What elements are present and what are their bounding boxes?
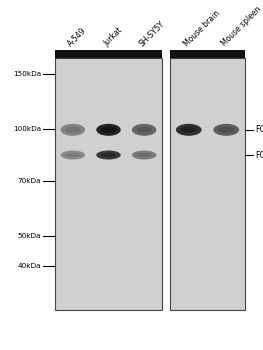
- Bar: [55, 58, 162, 310]
- Ellipse shape: [132, 124, 156, 136]
- Ellipse shape: [132, 150, 156, 160]
- Ellipse shape: [96, 150, 121, 160]
- Ellipse shape: [136, 127, 152, 133]
- Bar: [170, 50, 245, 58]
- Ellipse shape: [96, 124, 121, 136]
- Text: 70kDa: 70kDa: [18, 178, 41, 184]
- Ellipse shape: [176, 124, 202, 136]
- Text: A-549: A-549: [67, 26, 89, 48]
- Ellipse shape: [218, 127, 234, 133]
- Ellipse shape: [101, 127, 116, 133]
- Text: FOXP1: FOXP1: [255, 150, 263, 160]
- Text: Jurkat: Jurkat: [102, 26, 124, 48]
- Text: FOXP1: FOXP1: [255, 125, 263, 134]
- Text: 100kDa: 100kDa: [13, 126, 41, 132]
- Text: Mouse brain: Mouse brain: [182, 8, 222, 48]
- Ellipse shape: [101, 153, 116, 157]
- Ellipse shape: [181, 127, 197, 133]
- Ellipse shape: [213, 124, 239, 136]
- Ellipse shape: [136, 153, 152, 157]
- Text: 40kDa: 40kDa: [18, 263, 41, 269]
- Ellipse shape: [65, 127, 80, 133]
- Text: SH-SY5Y: SH-SY5Y: [138, 19, 167, 48]
- Text: Mouse spleen: Mouse spleen: [220, 5, 263, 48]
- Ellipse shape: [60, 150, 85, 160]
- Bar: [55, 50, 162, 58]
- Text: 150kDa: 150kDa: [13, 71, 41, 77]
- Bar: [170, 58, 245, 310]
- Ellipse shape: [60, 124, 85, 136]
- Ellipse shape: [65, 153, 80, 157]
- Text: 50kDa: 50kDa: [18, 233, 41, 239]
